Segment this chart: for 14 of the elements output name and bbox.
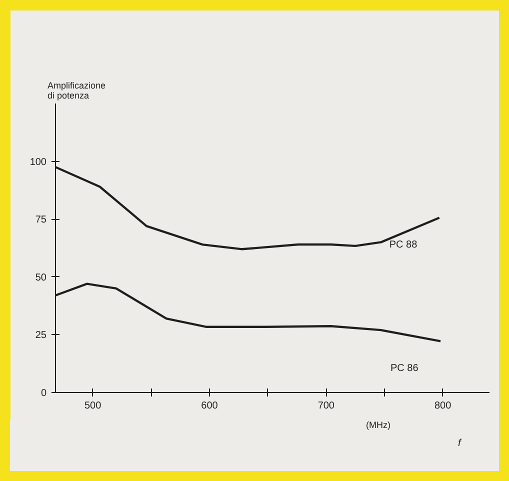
text: PC 86 <box>390 363 419 374</box>
y-tick-label: 100 <box>30 156 47 168</box>
x-tick-label: 500 <box>84 400 102 412</box>
x-tick-label: 700 <box>318 400 335 412</box>
series-label: PC 88 <box>389 240 418 251</box>
y-tick-label: 50 <box>35 272 47 284</box>
y-tick-label: 0 <box>40 388 47 399</box>
y-tick-label: 25 <box>35 330 47 342</box>
text: f <box>458 438 461 449</box>
x-tick-label: 800 <box>434 400 452 412</box>
y-tick-label: 75 <box>35 214 47 226</box>
y-axis-title: Amplificazione di potenza <box>48 80 106 100</box>
x-axis-title: (MHz) <box>366 420 390 430</box>
x-tick-label: 600 <box>201 400 218 412</box>
